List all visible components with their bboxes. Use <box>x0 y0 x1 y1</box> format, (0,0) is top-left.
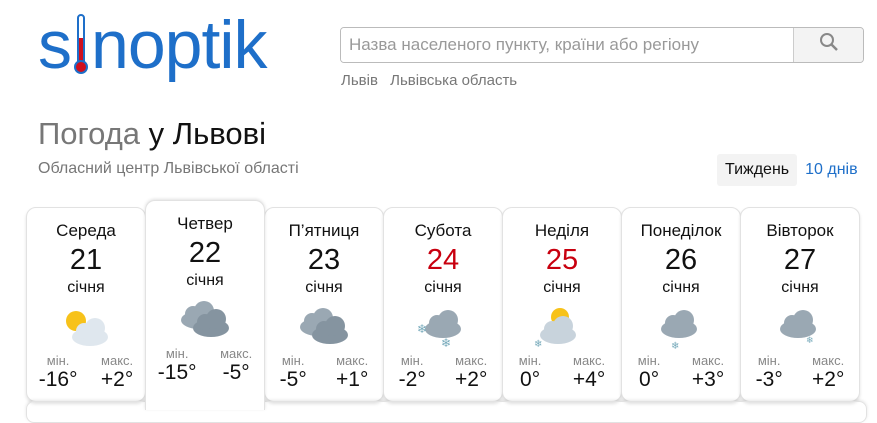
day-tab-24[interactable]: Субота 24 січня ❄ ❄ мін. -2° макс. +2° <box>383 207 503 402</box>
overcast-icon <box>265 303 383 351</box>
day-name: Неділя <box>534 221 590 240</box>
temp-min: мін. -2° <box>398 353 426 391</box>
svg-text:❄: ❄ <box>441 336 451 350</box>
temp-max: макс. -5° <box>220 346 253 384</box>
search-bar <box>340 27 864 63</box>
day-name: Субота <box>414 221 472 240</box>
day-name: Понеділок <box>640 221 722 240</box>
thermometer-icon <box>74 14 88 76</box>
svg-text:❄: ❄ <box>417 322 427 336</box>
day-tab-23[interactable]: П’ятниця 23 січня мін. -5° макс. +1° <box>264 207 384 402</box>
view-tabs: Тиждень 10 днів <box>717 154 866 186</box>
temp-max: макс. +2° <box>455 353 488 391</box>
tab-10-days[interactable]: 10 днів <box>805 161 858 178</box>
day-month: січня <box>424 279 462 296</box>
sun-cloud-snow-icon: ❄ <box>503 303 621 351</box>
day-name: Вівторок <box>766 221 834 240</box>
search-button[interactable] <box>793 28 863 62</box>
svg-text:❄: ❄ <box>671 341 679 351</box>
day-date: 23 <box>307 244 341 276</box>
day-name: П’ятниця <box>288 221 360 240</box>
cloud-light-snow-icon: ❄ <box>741 303 859 351</box>
sun-cloud-icon <box>27 303 145 351</box>
day-tabs: Середа 21 січня мін. -16° макс. +2° Четвер … <box>26 200 860 417</box>
day-tab-26[interactable]: Понеділок 26 січня ❄ мін. 0° макс. +3° <box>621 207 741 402</box>
logo[interactable]: s noptik <box>38 7 267 83</box>
day-date: 26 <box>664 244 698 276</box>
temp-max: макс. +1° <box>336 353 369 391</box>
page-title: Погода у Львові <box>38 116 266 151</box>
breadcrumb-city[interactable]: Львів <box>341 72 378 89</box>
temp-max: макс. +3° <box>691 353 725 391</box>
temp-min: мін. -16° <box>38 353 78 391</box>
day-tab-22[interactable]: Четвер 22 січня мін. -15° макс. -5° <box>145 200 265 410</box>
search-icon <box>819 33 839 57</box>
snow-icon: ❄ ❄ <box>384 303 502 351</box>
temp-max: макс. +2° <box>812 353 845 391</box>
breadcrumb-region[interactable]: Львівська область <box>390 72 518 89</box>
svg-text:❄: ❄ <box>806 335 814 345</box>
day-date: 27 <box>783 244 817 276</box>
svg-text:❄: ❄ <box>534 339 542 350</box>
day-date: 21 <box>69 244 103 276</box>
temp-min: мін. -3° <box>755 353 783 391</box>
temp-min: мін. -5° <box>279 353 307 391</box>
temp-min: мін. -15° <box>157 346 197 384</box>
day-date: 24 <box>426 244 460 276</box>
overcast-icon <box>146 296 264 344</box>
day-month: січня <box>781 279 819 296</box>
day-date: 25 <box>545 244 579 276</box>
temp-min: мін. 0° <box>518 353 542 391</box>
day-month: січня <box>543 279 581 296</box>
day-month: січня <box>186 272 224 289</box>
day-month: січня <box>662 279 700 296</box>
day-date: 22 <box>188 237 222 269</box>
temp-max: макс. +4° <box>572 353 606 391</box>
day-tab-27[interactable]: Вівторок 27 січня ❄ мін. -3° макс. +2° <box>740 207 860 402</box>
page-subtitle: Обласний центр Львівської області <box>38 160 299 177</box>
breadcrumb: Львів Львівська область <box>341 72 525 89</box>
temp-min: мін. 0° <box>637 353 661 391</box>
day-month: січня <box>305 279 343 296</box>
day-tab-25[interactable]: Неділя 25 січня ❄ мін. 0° макс. +4° <box>502 207 622 402</box>
day-name: Середа <box>56 221 116 240</box>
temp-max: макс. +2° <box>100 353 134 391</box>
tab-week[interactable]: Тиждень <box>717 154 798 186</box>
search-input[interactable] <box>341 28 793 62</box>
cloud-rain-snow-icon: ❄ <box>622 303 740 351</box>
day-name: Четвер <box>177 214 233 233</box>
day-tab-21[interactable]: Середа 21 січня мін. -16° макс. +2° <box>26 207 146 402</box>
day-month: січня <box>67 279 105 296</box>
